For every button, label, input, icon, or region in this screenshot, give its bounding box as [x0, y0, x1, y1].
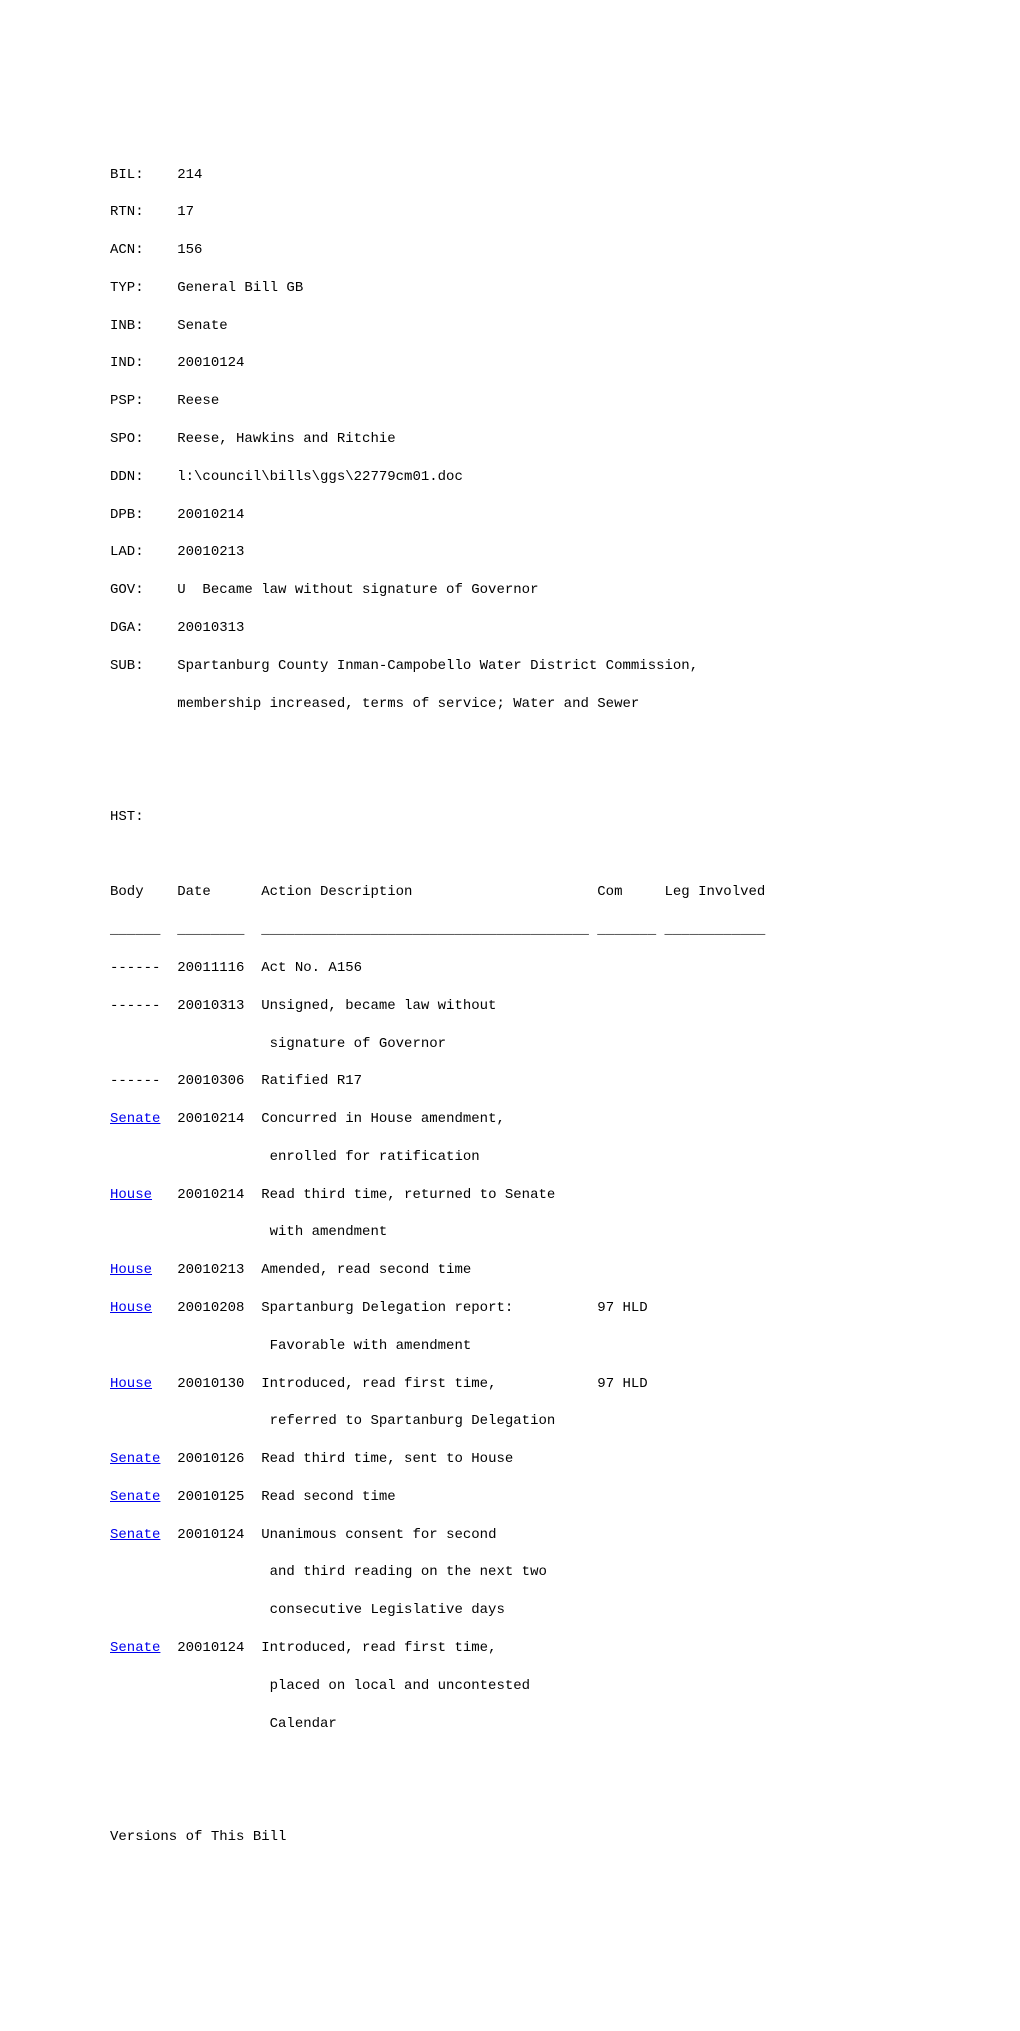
header-field: GOV: U Became law without signature of G…: [110, 581, 910, 600]
body-link[interactable]: House: [110, 1376, 152, 1392]
body-link[interactable]: House: [110, 1262, 152, 1278]
table-row-cont: Calendar: [110, 1715, 910, 1734]
body-link[interactable]: House: [110, 1187, 152, 1203]
versions-label: Versions of This Bill: [110, 1828, 910, 1847]
body-link[interactable]: Senate: [110, 1527, 160, 1543]
table-row: Senate 20010125 Read second time: [110, 1488, 910, 1507]
header-field: DGA: 20010313: [110, 619, 910, 638]
body-link[interactable]: Senate: [110, 1451, 160, 1467]
header-field: ACN: 156: [110, 241, 910, 260]
table-row-cont: consecutive Legislative days: [110, 1601, 910, 1620]
table-row: House 20010130 Introduced, read first ti…: [110, 1375, 910, 1394]
header-field: SPO: Reese, Hawkins and Ritchie: [110, 430, 910, 449]
table-row-cont: enrolled for ratification: [110, 1148, 910, 1167]
header-field: TYP: General Bill GB: [110, 279, 910, 298]
body-link[interactable]: Senate: [110, 1489, 160, 1505]
header-field: BIL: 214: [110, 166, 910, 185]
table-row: Senate 20010124 Introduced, read first t…: [110, 1639, 910, 1658]
header-field: SUB: Spartanburg County Inman-Campobello…: [110, 657, 910, 676]
body-link[interactable]: Senate: [110, 1640, 160, 1656]
table-row-cont: Favorable with amendment: [110, 1337, 910, 1356]
table-row: House 20010208 Spartanburg Delegation re…: [110, 1299, 910, 1318]
header-field: DDN: l:\council\bills\ggs\22779cm01.doc: [110, 468, 910, 487]
table-row: Senate 20010126 Read third time, sent to…: [110, 1450, 910, 1469]
header-field: DPB: 20010214: [110, 506, 910, 525]
header-field: LAD: 20010213: [110, 543, 910, 562]
table-row-cont: signature of Governor: [110, 1035, 910, 1054]
table-row: ------ 20011116 Act No. A156: [110, 959, 910, 978]
table-row-cont: with amendment: [110, 1223, 910, 1242]
table-row: ------ 20010313 Unsigned, became law wit…: [110, 997, 910, 1016]
header-field: IND: 20010124: [110, 354, 910, 373]
table-row: House 20010214 Read third time, returned…: [110, 1186, 910, 1205]
hst-label: HST:: [110, 808, 910, 827]
table-row-cont: placed on local and uncontested: [110, 1677, 910, 1696]
header-field: PSP: Reese: [110, 392, 910, 411]
body-link[interactable]: House: [110, 1300, 152, 1316]
table-row: Senate 20010214 Concurred in House amend…: [110, 1110, 910, 1129]
header-field: RTN: 17: [110, 203, 910, 222]
table-row: House 20010213 Amended, read second time: [110, 1261, 910, 1280]
table-row-cont: referred to Spartanburg Delegation: [110, 1412, 910, 1431]
table-row: Senate 20010124 Unanimous consent for se…: [110, 1526, 910, 1545]
table-row-cont: and third reading on the next two: [110, 1563, 910, 1582]
table-header: Body Date Action Description Com Leg Inv…: [110, 883, 910, 902]
table-divider: ______ ________ ________________________…: [110, 921, 910, 940]
header-field: INB: Senate: [110, 317, 910, 336]
header-field-cont: membership increased, terms of service; …: [110, 695, 910, 714]
body-link[interactable]: Senate: [110, 1111, 160, 1127]
table-row: ------ 20010306 Ratified R17: [110, 1072, 910, 1091]
